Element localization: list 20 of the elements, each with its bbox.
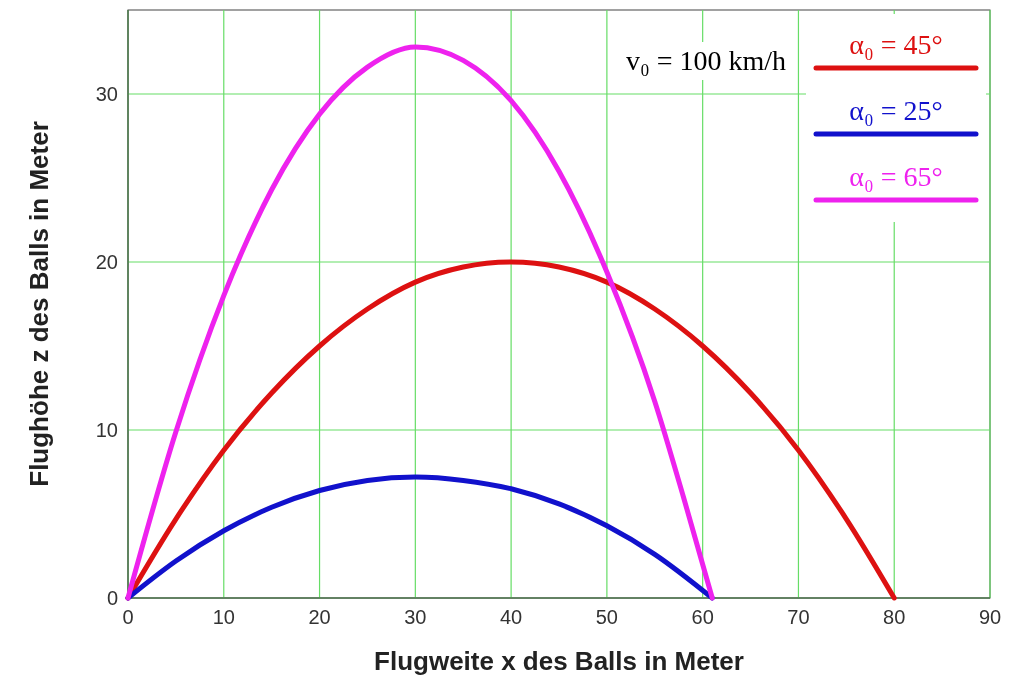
x-tick-label: 20 [308, 606, 331, 628]
x-tick-label: 70 [787, 606, 810, 628]
x-tick-label: 40 [499, 606, 523, 628]
x-tick-label: 0 [122, 606, 134, 628]
x-axis-title: Flugweite x des Balls in Meter [374, 646, 744, 676]
x-tick-label: 30 [404, 606, 427, 628]
y-tick-label: 10 [95, 419, 118, 441]
text: α₀ = 45° [849, 29, 943, 60]
y-tick-label: 30 [95, 83, 118, 105]
y-axis-title: Flughöhe z des Balls in Meter [24, 121, 54, 487]
x-tick-label: 10 [212, 606, 235, 628]
x-tick-label: 50 [595, 606, 619, 628]
x-tick-label: 60 [691, 606, 714, 628]
y-tick-label: 0 [106, 587, 118, 609]
text: α₀ = 25° [849, 95, 943, 126]
x-tick-label: 80 [883, 606, 906, 628]
text: α₀ = 65° [849, 161, 943, 192]
x-tick-label: 90 [978, 606, 1002, 628]
y-tick-label: 20 [95, 251, 118, 273]
annotation: v₀ = 100 km/h [625, 45, 786, 76]
